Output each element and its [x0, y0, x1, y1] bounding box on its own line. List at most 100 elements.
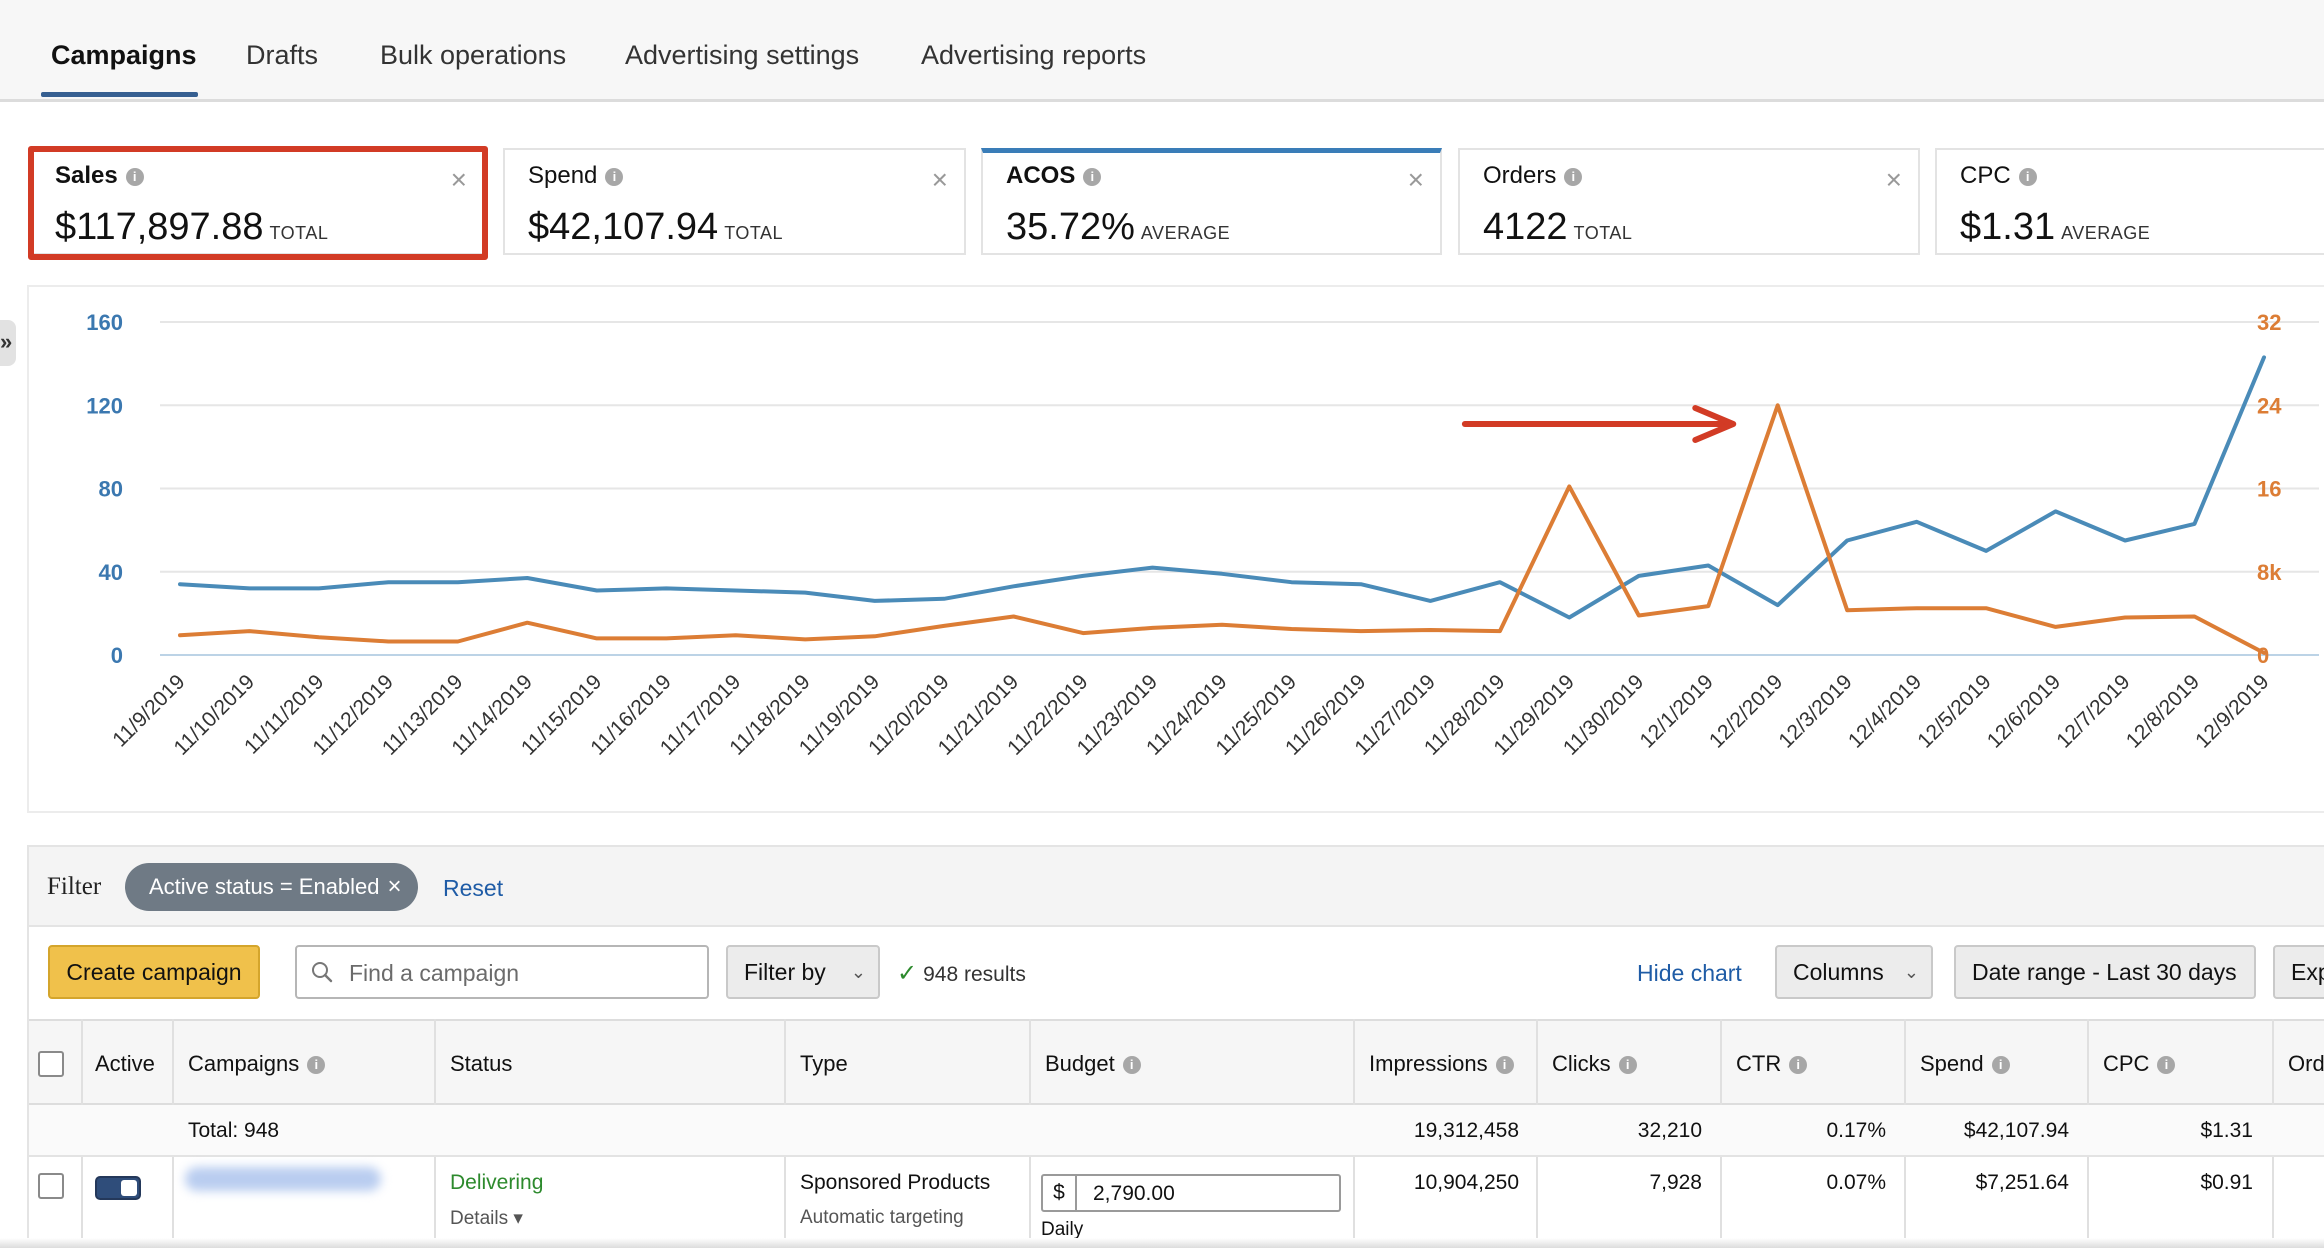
column-header-campaigns[interactable]: Campaigns i — [188, 1051, 326, 1077]
targeting-type: Automatic targeting — [800, 1207, 964, 1228]
close-icon[interactable]: × — [1885, 164, 1902, 195]
active-tab-indicator — [41, 92, 198, 97]
data-point — [2193, 614, 2197, 618]
close-icon[interactable]: × — [931, 164, 948, 195]
metric-card-sales[interactable]: Sales i $117,897.88 TOTAL × — [30, 148, 485, 255]
data-point — [942, 624, 946, 628]
campaign-search-input[interactable]: Find a campaign — [295, 945, 709, 999]
export-button[interactable]: Exp — [2273, 945, 2324, 999]
tab-bulk-operations[interactable]: Bulk operations — [380, 40, 567, 70]
info-icon[interactable]: i — [1495, 1056, 1514, 1074]
column-header-orders[interactable]: Ord — [2288, 1051, 2324, 1076]
info-icon[interactable]: i — [2018, 168, 2037, 186]
info-icon[interactable]: i — [1991, 1056, 2010, 1074]
data-point — [386, 639, 390, 643]
x-tick-label: 12/2/2019 — [1705, 670, 1787, 752]
info-icon[interactable]: i — [605, 168, 624, 186]
info-icon[interactable]: i — [1083, 168, 1102, 186]
table-total-row: Total: 948 19,312,458 32,210 0.17% $42,1… — [29, 1105, 2324, 1157]
metric-value: $42,107.94 TOTAL — [528, 206, 784, 248]
y-right-tick-label: 0 — [2257, 643, 2269, 668]
currency-symbol: $ — [1043, 1176, 1077, 1210]
data-point — [1845, 539, 1849, 543]
info-icon[interactable]: i — [1789, 1056, 1808, 1074]
campaign-name-redacted[interactable] — [185, 1167, 381, 1191]
column-header-cpc[interactable]: CPC i — [2103, 1051, 2176, 1077]
data-point — [803, 591, 807, 595]
column-header-budget[interactable]: Budget i — [1045, 1051, 1141, 1077]
metric-card-cpc[interactable]: CPC i $1.31 AVERAGE — [1935, 148, 2324, 255]
data-point — [1567, 616, 1571, 620]
row-ctr: 0.07% — [1826, 1171, 1886, 1194]
chevron-down-icon: ⌄ — [850, 962, 866, 982]
data-point — [1359, 582, 1363, 586]
x-tick-label: 12/5/2019 — [1913, 670, 1995, 752]
metric-value: 4122 TOTAL — [1483, 206, 1633, 248]
tab-advertising-reports[interactable]: Advertising reports — [921, 40, 1147, 70]
data-point — [1289, 627, 1293, 631]
data-point — [525, 576, 529, 580]
column-header-type[interactable]: Type — [800, 1051, 848, 1076]
x-tick-label: 12/8/2019 — [2122, 670, 2204, 752]
data-point — [247, 629, 251, 633]
data-point — [595, 588, 599, 592]
tab-campaigns[interactable]: Campaigns — [51, 40, 197, 70]
info-icon[interactable]: i — [1564, 168, 1583, 186]
data-point — [664, 636, 668, 640]
metric-card-acos[interactable]: ACOS i 35.72% AVERAGE × — [981, 148, 1442, 255]
y-right-tick-label: 24 — [2257, 393, 2282, 418]
status-delivering: Delivering — [450, 1171, 544, 1194]
row-impressions: 10,904,250 — [1413, 1171, 1519, 1194]
data-point — [1706, 604, 1710, 608]
info-icon[interactable]: i — [307, 1056, 326, 1074]
column-header-ctr[interactable]: CTR i — [1736, 1051, 1808, 1077]
data-point — [1012, 584, 1016, 588]
data-point — [1637, 613, 1641, 617]
x-tick-label: 12/9/2019 — [2191, 670, 2273, 752]
tab-advertising-settings[interactable]: Advertising settings — [625, 40, 860, 70]
date-range-dropdown[interactable]: Date range - Last 30 days — [1954, 945, 2256, 999]
data-point — [1428, 628, 1432, 632]
data-point — [1220, 572, 1224, 576]
toggle-knob — [121, 1180, 137, 1196]
close-icon[interactable]: × — [387, 873, 402, 900]
column-header-impressions[interactable]: Impressions i — [1369, 1051, 1514, 1077]
data-point — [456, 580, 460, 584]
select-all-checkbox[interactable] — [38, 1051, 64, 1077]
filter-by-dropdown[interactable]: Filter by ⌄ — [726, 945, 880, 999]
data-point — [1984, 606, 1988, 610]
filter-chip-active-status[interactable]: Active status = Enabled × — [125, 863, 418, 911]
column-header-spend[interactable]: Spend i — [1920, 1051, 2010, 1077]
data-point — [1359, 629, 1363, 633]
details-link[interactable]: Details ▾ — [450, 1208, 523, 1229]
collapse-sidebar-handle[interactable]: » — [0, 320, 16, 366]
info-icon[interactable]: i — [125, 168, 144, 186]
x-tick-label: 12/1/2019 — [1635, 670, 1717, 752]
close-icon[interactable]: × — [450, 164, 467, 195]
info-icon[interactable]: i — [1122, 1056, 1141, 1074]
columns-dropdown[interactable]: Columns ⌄ — [1775, 945, 1933, 999]
data-point — [1915, 520, 1919, 524]
close-icon[interactable]: × — [1407, 164, 1424, 195]
column-header-active[interactable]: Active — [95, 1051, 155, 1076]
tab-drafts[interactable]: Drafts — [246, 40, 319, 70]
metric-card-spend[interactable]: Spend i $42,107.94 TOTAL × — [503, 148, 966, 255]
metric-card-orders[interactable]: Orders i 4122 TOTAL × — [1458, 148, 1920, 255]
table-header-row: Active Campaigns i Status Type Budget i Im… — [29, 1019, 2324, 1105]
campaign-active-toggle[interactable] — [95, 1176, 141, 1200]
data-point — [1081, 631, 1085, 635]
column-header-status[interactable]: Status — [450, 1051, 513, 1076]
hide-chart-link[interactable]: Hide chart — [1637, 960, 1742, 986]
column-header-clicks[interactable]: Clicks i — [1552, 1051, 1637, 1077]
info-icon[interactable]: i — [2157, 1056, 2176, 1074]
series-line-2 — [178, 403, 2266, 655]
reset-link[interactable]: Reset — [443, 875, 504, 901]
data-point — [1498, 629, 1502, 633]
info-icon[interactable]: i — [1618, 1056, 1637, 1074]
data-point — [1220, 623, 1224, 627]
y-left-tick-label: 40 — [99, 560, 123, 585]
budget-input[interactable]: $ 2,790.00 — [1041, 1174, 1341, 1212]
create-campaign-button[interactable]: Create campaign — [48, 945, 260, 999]
data-point — [247, 586, 251, 590]
row-select-checkbox[interactable] — [38, 1173, 64, 1199]
